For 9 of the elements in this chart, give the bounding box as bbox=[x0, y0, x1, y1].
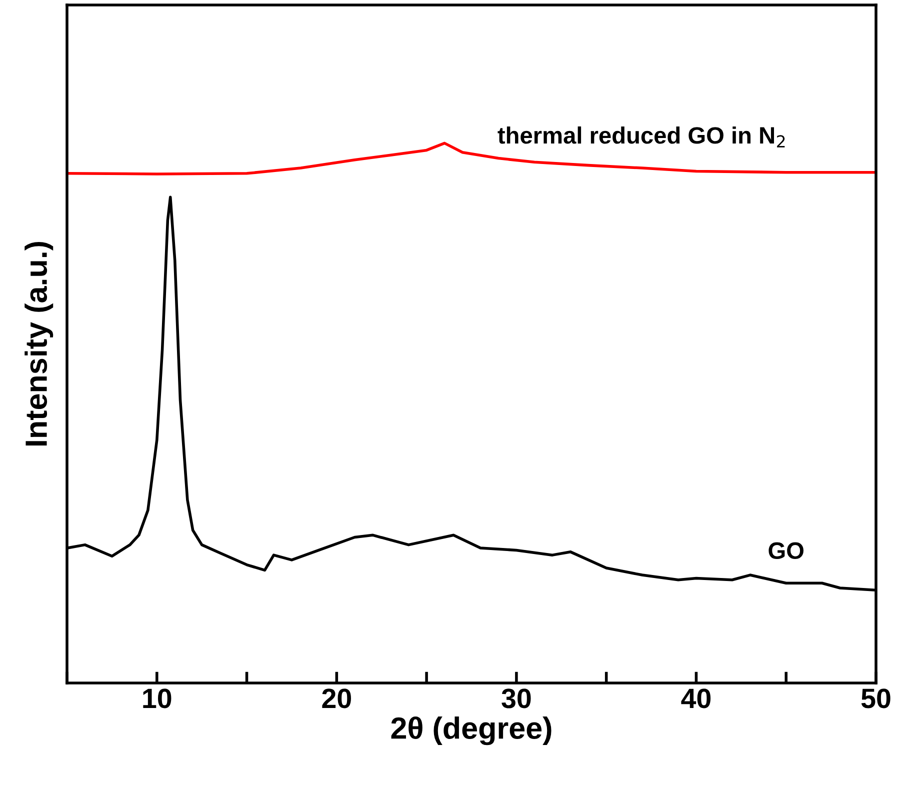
x-tick-label: 40 bbox=[681, 688, 711, 708]
series-label: thermal reduced GO in N$_{2}$ bbox=[498, 126, 785, 148]
x-axis-title: 2θ (degree) bbox=[391, 716, 552, 746]
x-tick-label: 10 bbox=[143, 688, 172, 708]
x-tick-label: 20 bbox=[322, 688, 351, 708]
x-tick-label: 50 bbox=[861, 688, 890, 708]
x-tick-label: 30 bbox=[502, 688, 531, 708]
series-label: GO bbox=[768, 542, 804, 560]
y-axis-title: Intensity (a.u.) bbox=[24, 242, 54, 446]
